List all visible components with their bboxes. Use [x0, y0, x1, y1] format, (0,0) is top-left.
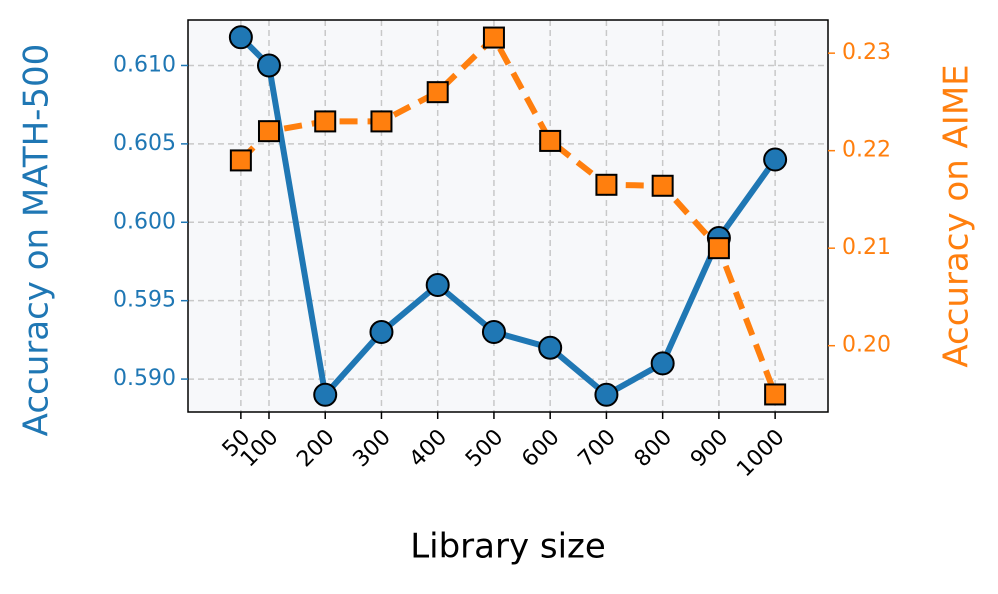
grid	[188, 20, 828, 412]
y-axis-label: Accuracy on MATH-500	[17, 44, 57, 437]
x-tick-label: 800	[630, 425, 677, 472]
y2-tick-label: 0.20	[842, 333, 891, 358]
data-point	[426, 81, 449, 104]
data-point	[425, 272, 450, 297]
data-point	[707, 237, 730, 260]
data-point	[764, 383, 787, 406]
plot-frame	[187, 19, 829, 413]
data-point	[594, 382, 619, 407]
y-tick-label: 0.590	[113, 366, 176, 391]
y2-axis-label: Accuracy on AIME	[937, 64, 977, 367]
x-tick-label: 400	[405, 425, 452, 472]
data-point	[369, 320, 394, 345]
data-point	[538, 335, 563, 360]
x-tick-label: 1000	[732, 425, 789, 482]
data-point	[229, 149, 252, 172]
y-tick-label: 0.610	[113, 52, 176, 77]
data-point	[257, 120, 280, 143]
data-point	[314, 110, 337, 133]
x-tick-label: 300	[349, 425, 396, 472]
data-point	[763, 147, 788, 172]
x-tick-label: 200	[292, 425, 339, 472]
data-point	[370, 110, 393, 133]
x-tick-label: 500	[461, 425, 508, 472]
data-point	[256, 53, 281, 78]
marks	[228, 25, 788, 407]
y2-tick-label: 0.21	[842, 235, 891, 260]
y2-tick-label: 0.22	[842, 138, 891, 163]
x-tick-label: 600	[517, 425, 564, 472]
data-point	[228, 25, 253, 50]
y2-tick-label: 0.23	[842, 40, 891, 65]
data-point	[482, 26, 505, 49]
y-tick-label: 0.600	[113, 209, 176, 234]
x-axis-label: Library size	[410, 527, 606, 567]
data-point	[539, 129, 562, 152]
data-point	[651, 174, 674, 197]
data-point	[650, 351, 675, 376]
x-tick-label: 700	[574, 425, 621, 472]
y-tick-label: 0.595	[113, 288, 176, 313]
data-point	[595, 173, 618, 196]
data-point	[313, 382, 338, 407]
y-tick-label: 0.605	[113, 131, 176, 156]
x-tick-label: 900	[686, 425, 733, 472]
data-point	[481, 320, 506, 345]
